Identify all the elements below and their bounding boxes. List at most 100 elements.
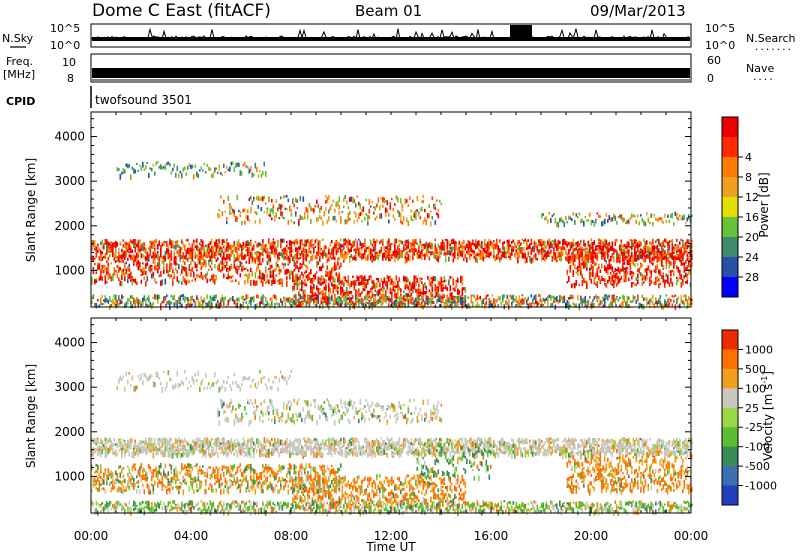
echo-cell: [346, 293, 348, 297]
echo-cell: [212, 274, 215, 279]
echo-cell: [473, 294, 476, 299]
echo-cell: [517, 300, 519, 306]
echo-cell: [362, 206, 365, 212]
echo-cell: [209, 265, 212, 268]
echo-cell: [508, 239, 510, 244]
echo-cell: [412, 302, 414, 305]
echo-cell: [299, 262, 302, 266]
echo-cell: [565, 249, 567, 254]
echo-cell: [287, 269, 290, 274]
echo-cell: [383, 197, 386, 201]
echo-cell: [596, 282, 599, 288]
echo-cell: [187, 279, 189, 284]
echo-cell: [370, 302, 372, 308]
echo-cell: [655, 266, 657, 273]
echo-cell: [314, 245, 317, 248]
echo-cell: [202, 240, 204, 247]
echo-cell: [286, 250, 288, 255]
echo-cell: [418, 284, 420, 288]
echo-cell: [605, 260, 608, 264]
echo-cell: [421, 200, 423, 203]
echo-cell: [188, 299, 191, 302]
echo-cell: [440, 242, 443, 248]
echo-cell: [197, 247, 200, 251]
echo-cell: [356, 219, 359, 223]
echo-cell: [196, 297, 198, 301]
echo-cell: [181, 281, 183, 286]
echo-cell: [637, 262, 639, 267]
echo-cell: [425, 253, 428, 257]
echo-cell: [185, 271, 188, 277]
echo-cell: [223, 267, 225, 270]
echo-cell: [604, 244, 606, 248]
colorbar-swatch: [722, 197, 738, 218]
echo-cell: [286, 244, 288, 247]
echo-cell: [163, 166, 165, 169]
echo-cell: [622, 263, 624, 270]
echo-cell: [233, 166, 236, 173]
echo-cell: [529, 257, 531, 262]
echo-cell: [320, 297, 323, 302]
echo-cell: [656, 300, 659, 305]
echo-cell: [617, 266, 620, 271]
echo-cell: [622, 217, 624, 223]
echo-cell: [566, 243, 569, 248]
echo-cell: [386, 296, 389, 299]
echo-cell: [217, 238, 219, 242]
echo-cell: [556, 257, 558, 260]
echo-cell: [592, 220, 594, 223]
echo-cell: [664, 238, 666, 242]
echo-cell: [203, 162, 206, 166]
echo-cell: [269, 208, 272, 215]
echo-cell: [341, 253, 344, 259]
echo-cell: [668, 244, 671, 250]
echo-cell: [181, 172, 183, 179]
echo-cell: [440, 249, 443, 253]
echo-cell: [404, 246, 407, 251]
echo-cell: [97, 502, 99, 505]
echo-cell: [106, 271, 108, 276]
echo-cell: [95, 254, 98, 258]
echo-cell: [409, 281, 411, 286]
echo-cell: [418, 281, 420, 285]
echo-cell: [184, 266, 186, 271]
echo-cell: [521, 248, 524, 253]
echo-cell: [452, 278, 455, 283]
echo-cell: [323, 250, 326, 254]
echo-cell: [425, 241, 428, 247]
echo-cell: [101, 478, 104, 482]
echo-cell: [320, 266, 323, 272]
echo-cell: [142, 297, 144, 303]
echo-cell: [193, 243, 195, 246]
echo-cell: [337, 274, 339, 279]
echo-cell: [230, 263, 233, 270]
echo-cell: [416, 242, 419, 246]
echo-cell: [200, 295, 203, 302]
echo-cell: [178, 280, 180, 284]
echo-cell: [104, 265, 107, 271]
echo-cell: [659, 273, 662, 277]
echo-cell: [362, 276, 365, 279]
echo-cell: [620, 268, 623, 272]
echo-cell: [118, 277, 120, 282]
echo-cell: [142, 242, 144, 249]
echo-cell: [400, 219, 402, 224]
echo-cell: [290, 240, 293, 247]
echo-cell: [389, 291, 392, 295]
echo-cell: [262, 257, 264, 263]
echo-cell: [442, 284, 444, 288]
echo-cell: [272, 209, 275, 215]
echo-cell: [463, 302, 465, 307]
echo-cell: [220, 251, 222, 257]
echo-cell: [373, 211, 375, 215]
echo-cell: [515, 245, 518, 249]
echo-cell: [182, 167, 185, 173]
echo-cell: [673, 246, 675, 252]
echo-cell: [302, 300, 305, 306]
echo-cell: [160, 271, 162, 276]
echo-cell: [122, 244, 125, 248]
echo-cell: [325, 299, 327, 305]
echo-cell: [425, 297, 428, 301]
echo-cell: [392, 286, 395, 292]
echo-cell: [611, 279, 614, 283]
